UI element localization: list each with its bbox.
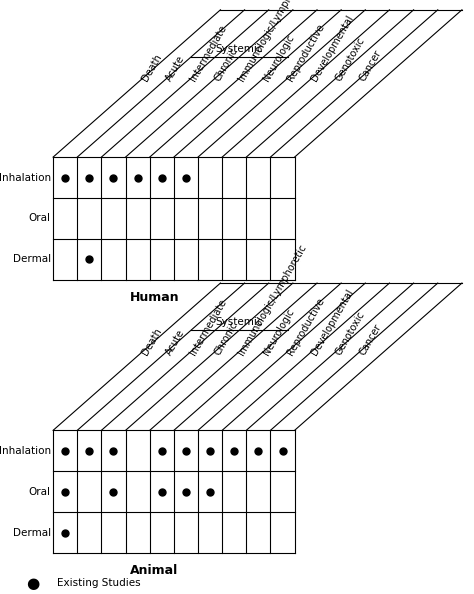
Text: Intermediate: Intermediate — [189, 297, 229, 356]
Text: Cancer: Cancer — [357, 322, 383, 356]
Text: ●: ● — [27, 576, 40, 591]
Text: Developmental: Developmental — [309, 287, 355, 356]
Text: Chronic: Chronic — [213, 46, 240, 83]
Text: Immunologic/Lymphoretic: Immunologic/Lymphoretic — [237, 242, 309, 356]
Text: Neurologic: Neurologic — [261, 307, 296, 356]
Text: Acute: Acute — [164, 54, 187, 83]
Text: Inhalation: Inhalation — [0, 172, 51, 182]
Text: Reproductive: Reproductive — [285, 296, 326, 356]
Text: Neurologic: Neurologic — [261, 33, 296, 83]
Text: Developmental: Developmental — [309, 14, 355, 83]
Text: Genotoxic: Genotoxic — [333, 309, 366, 356]
Text: Death: Death — [140, 53, 164, 83]
Text: Chronic: Chronic — [213, 320, 240, 356]
Text: Human: Human — [130, 291, 179, 304]
Text: Death: Death — [140, 326, 164, 356]
Text: Intermediate: Intermediate — [189, 24, 229, 83]
Text: Animal: Animal — [130, 564, 179, 577]
Text: Dermal: Dermal — [13, 254, 51, 264]
Text: Existing Studies: Existing Studies — [57, 579, 140, 588]
Text: Dermal: Dermal — [13, 527, 51, 538]
Text: Genotoxic: Genotoxic — [333, 36, 366, 83]
Text: Oral: Oral — [29, 486, 51, 497]
Text: Systemic: Systemic — [216, 317, 263, 327]
Text: Inhalation: Inhalation — [0, 446, 51, 456]
Text: Cancer: Cancer — [357, 49, 383, 83]
Text: Oral: Oral — [29, 213, 51, 223]
Text: Systemic: Systemic — [216, 44, 263, 54]
Text: Acute: Acute — [164, 327, 187, 356]
Text: Immunologic/Lymphoretic: Immunologic/Lymphoretic — [237, 0, 309, 83]
Text: Reproductive: Reproductive — [285, 23, 326, 83]
